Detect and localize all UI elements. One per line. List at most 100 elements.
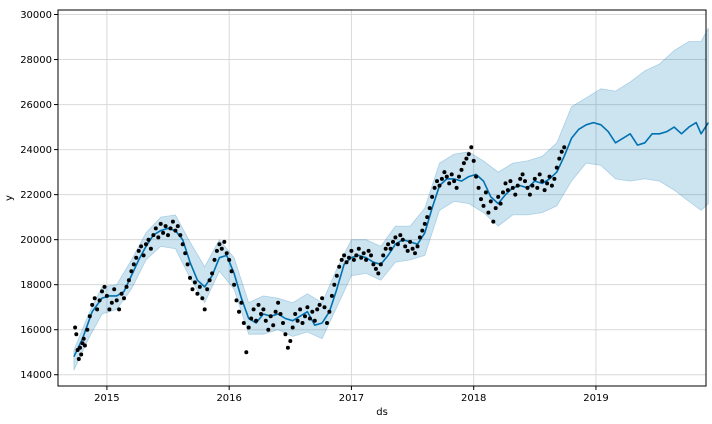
observed-point bbox=[163, 224, 168, 229]
forecast-line bbox=[73, 121, 710, 358]
observed-point bbox=[73, 325, 78, 330]
observed-point bbox=[82, 343, 87, 348]
observed-point bbox=[290, 325, 295, 330]
observed-point bbox=[305, 305, 310, 310]
observed-point bbox=[146, 237, 151, 242]
observed-point bbox=[466, 152, 471, 157]
observed-point bbox=[437, 183, 442, 188]
observed-point bbox=[491, 219, 496, 224]
observed-point bbox=[307, 316, 312, 321]
observed-point bbox=[310, 309, 315, 314]
observed-point bbox=[430, 194, 435, 199]
observed-point bbox=[505, 188, 510, 193]
observed-point bbox=[200, 296, 205, 301]
observed-point bbox=[527, 192, 532, 197]
observed-point bbox=[503, 181, 508, 186]
observed-point bbox=[530, 183, 535, 188]
observed-point bbox=[391, 239, 395, 244]
observed-point bbox=[117, 307, 122, 312]
y-tick-label: 24000 bbox=[20, 145, 52, 156]
observed-point bbox=[515, 183, 520, 188]
observed-point bbox=[395, 242, 400, 247]
observed-point bbox=[344, 260, 349, 265]
observed-point bbox=[298, 307, 303, 312]
observed-point bbox=[315, 307, 320, 312]
observed-point bbox=[549, 183, 554, 188]
observed-point bbox=[207, 278, 212, 283]
observed-point bbox=[197, 284, 202, 289]
x-axis-ticks: 2015 2016 2017 2018 2019 bbox=[94, 386, 609, 404]
x-tick-label: 2017 bbox=[339, 393, 364, 404]
observed-point bbox=[261, 307, 266, 312]
observed-point bbox=[464, 156, 469, 161]
observed-point bbox=[373, 266, 378, 271]
observed-point bbox=[339, 257, 344, 262]
y-tick-label: 18000 bbox=[20, 280, 52, 291]
observed-point bbox=[439, 176, 444, 181]
observed-point bbox=[388, 246, 393, 251]
observed-point bbox=[283, 332, 288, 337]
observed-point bbox=[178, 233, 183, 238]
observed-point bbox=[202, 307, 207, 312]
observed-point bbox=[386, 242, 391, 247]
observed-point bbox=[459, 167, 464, 172]
observed-point bbox=[493, 206, 498, 211]
observed-point bbox=[405, 248, 410, 253]
x-tick-label: 2015 bbox=[94, 393, 119, 404]
observed-point bbox=[510, 185, 515, 190]
observed-point bbox=[383, 246, 388, 251]
observed-point bbox=[249, 316, 254, 321]
observed-point bbox=[342, 253, 347, 258]
observed-point bbox=[266, 327, 271, 332]
observed-point bbox=[139, 244, 144, 249]
observed-point bbox=[425, 215, 430, 220]
observed-point bbox=[81, 336, 86, 341]
observed-point bbox=[537, 172, 542, 177]
observed-point bbox=[559, 149, 564, 154]
observed-point bbox=[479, 197, 483, 202]
observed-point bbox=[325, 321, 329, 325]
observed-point bbox=[393, 235, 398, 240]
observed-point bbox=[259, 312, 263, 316]
observed-point bbox=[229, 269, 234, 274]
observed-point bbox=[100, 289, 104, 294]
observed-point bbox=[552, 176, 557, 181]
observed-point bbox=[168, 226, 173, 231]
observed-point bbox=[188, 275, 192, 280]
observed-point bbox=[400, 237, 405, 242]
observed-point bbox=[554, 165, 559, 170]
observed-point bbox=[122, 296, 126, 301]
observed-point bbox=[227, 257, 232, 262]
observed-point bbox=[403, 244, 408, 249]
observed-point bbox=[151, 233, 156, 238]
observed-point bbox=[295, 318, 300, 323]
observed-point bbox=[532, 176, 537, 181]
y-axis-title: y bbox=[4, 195, 15, 201]
observed-point bbox=[97, 298, 102, 303]
observed-point bbox=[241, 321, 246, 325]
observed-point bbox=[476, 185, 481, 190]
observed-point bbox=[112, 287, 117, 292]
observed-point bbox=[454, 185, 459, 190]
observed-point bbox=[153, 226, 158, 231]
observed-point bbox=[109, 300, 114, 305]
observed-point bbox=[78, 345, 82, 350]
x-tick-label: 2016 bbox=[216, 393, 241, 404]
observed-point bbox=[300, 321, 305, 325]
observed-point bbox=[435, 179, 439, 184]
y-tick-label: 20000 bbox=[20, 235, 52, 246]
x-tick-label: 2018 bbox=[461, 393, 486, 404]
observed-point bbox=[369, 253, 373, 258]
observed-point bbox=[234, 298, 239, 303]
observed-point bbox=[376, 271, 381, 276]
observed-point bbox=[76, 357, 81, 361]
observed-point bbox=[422, 221, 427, 226]
observed-point bbox=[513, 192, 518, 197]
observed-point bbox=[371, 262, 376, 267]
forecast-line-layer bbox=[73, 121, 710, 358]
observed-point bbox=[320, 296, 325, 301]
observed-point bbox=[334, 273, 339, 278]
observed-point bbox=[461, 161, 466, 166]
observed-point bbox=[246, 325, 251, 330]
observed-point bbox=[317, 302, 322, 307]
